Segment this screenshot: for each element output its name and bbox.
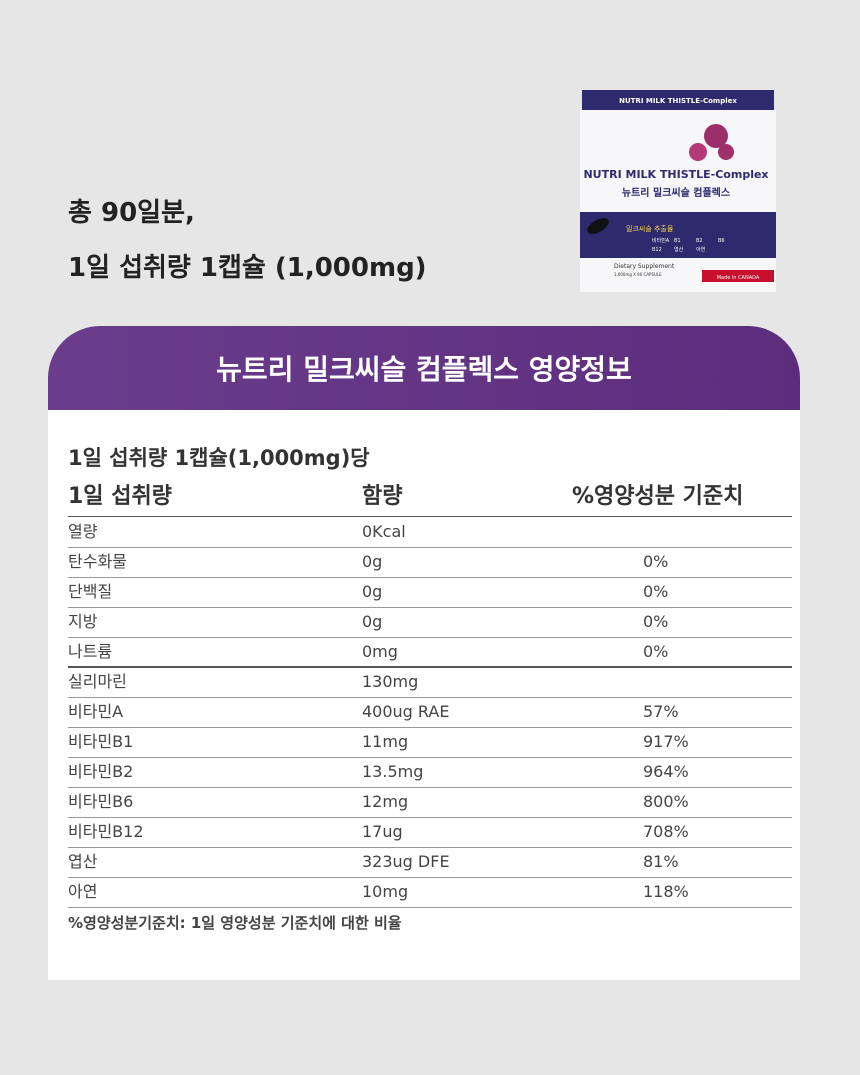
rule [68, 547, 792, 548]
rule [68, 907, 792, 908]
table-cell: 917% [643, 732, 689, 751]
box-band: NUTRI MILK THISTLE-Complex [619, 97, 737, 105]
box-vitamin: B6 [718, 238, 725, 244]
table-cell: 0% [643, 612, 669, 631]
table-cell: 800% [643, 792, 689, 811]
table-cell: 57% [643, 702, 679, 721]
table-cell: 0mg [362, 642, 398, 661]
table-cell: 10mg [362, 882, 409, 901]
column-header: %영양성분 기준치 [572, 484, 744, 509]
rule [68, 817, 792, 818]
headline: 1일 섭취량 1캡슐 (1,000mg) [68, 253, 427, 283]
table-cell: 130mg [362, 672, 419, 691]
table-cell: 탄수화물 [68, 552, 127, 571]
product-box: NUTRI MILK THISTLE-Complex NUTRI MILK TH… [580, 90, 776, 292]
box-vitamin: 엽산 [674, 246, 684, 253]
table-cell: 비타민B12 [68, 822, 144, 841]
table-cell: 0g [362, 582, 383, 601]
rule [68, 757, 792, 758]
box-ingredient: 밀크씨슬 추출물 [626, 224, 674, 233]
table-cell: 964% [643, 762, 689, 781]
table-cell: 13.5mg [362, 762, 424, 781]
table-cell: 81% [643, 852, 679, 871]
rule [68, 637, 792, 638]
rule [68, 727, 792, 728]
box-capsules: 1,000mg X 90 CAPSULE [614, 272, 662, 277]
rule [68, 577, 792, 578]
table-cell: 비타민A [68, 702, 124, 721]
box-vitamin: 아연 [696, 246, 706, 253]
table-cell: 400ug RAE [362, 702, 450, 721]
table-cell: 17ug [362, 822, 403, 841]
table-cell: 12mg [362, 792, 409, 811]
rule [68, 847, 792, 848]
nutrition-panel: 뉴트리 밀크씨슬 컴플렉스 영양정보 1일 섭취량 1캡슐(1,000mg)당 … [48, 326, 800, 980]
box-korean-name: 뉴트리 밀크씨슬 컴플렉스 [622, 186, 730, 199]
footnote: %영양성분기준치: 1일 영양성분 기준치에 대한 비율 [68, 914, 402, 932]
table-cell: 0% [643, 582, 669, 601]
table-cell: 0% [643, 552, 669, 571]
table-cell: 0g [362, 612, 383, 631]
table-cell: 0g [362, 552, 383, 571]
box-origin: Made in CANADA [717, 275, 760, 281]
table-cell: 0% [643, 642, 669, 661]
table-cell: 실리마린 [68, 672, 127, 691]
table-cell: 11mg [362, 732, 409, 751]
headline: 총 90일분, [68, 198, 195, 228]
box-brand: NUTRI MILK THISTLE-Complex [583, 168, 768, 181]
box-vitamin: B1 [674, 238, 681, 244]
box-supplement: Dietary Supplement [614, 263, 675, 270]
rule [68, 877, 792, 878]
panel-title: 뉴트리 밀크씨슬 컴플렉스 영양정보 [48, 326, 800, 410]
table-cell: 비타민B6 [68, 792, 134, 811]
column-header: 1일 섭취량 [68, 484, 172, 509]
serving: 1일 섭취량 1캡슐(1,000mg)당 [68, 446, 370, 470]
table-cell: 아연 [68, 882, 98, 901]
table-cell: 708% [643, 822, 689, 841]
table-cell: 118% [643, 882, 689, 901]
table-cell: 비타민B2 [68, 762, 134, 781]
rule [68, 607, 792, 608]
table-cell: 지방 [68, 612, 98, 631]
box-vitamin: 비타민A [652, 237, 670, 244]
table-cell: 엽산 [68, 852, 98, 871]
table-cell: 단백질 [68, 582, 113, 601]
table-cell: 열량 [68, 522, 98, 541]
column-header: 함량 [362, 484, 403, 509]
rule [68, 697, 792, 698]
rule [68, 516, 792, 517]
table-cell: 0Kcal [362, 522, 406, 541]
table-cell: 나트륨 [68, 642, 113, 661]
box-vitamin: B2 [696, 238, 703, 244]
rule [68, 787, 792, 788]
table-cell: 323ug DFE [362, 852, 450, 871]
box-vitamin: B12 [652, 247, 662, 253]
rule [68, 666, 792, 668]
table-cell: 비타민B1 [68, 732, 134, 751]
